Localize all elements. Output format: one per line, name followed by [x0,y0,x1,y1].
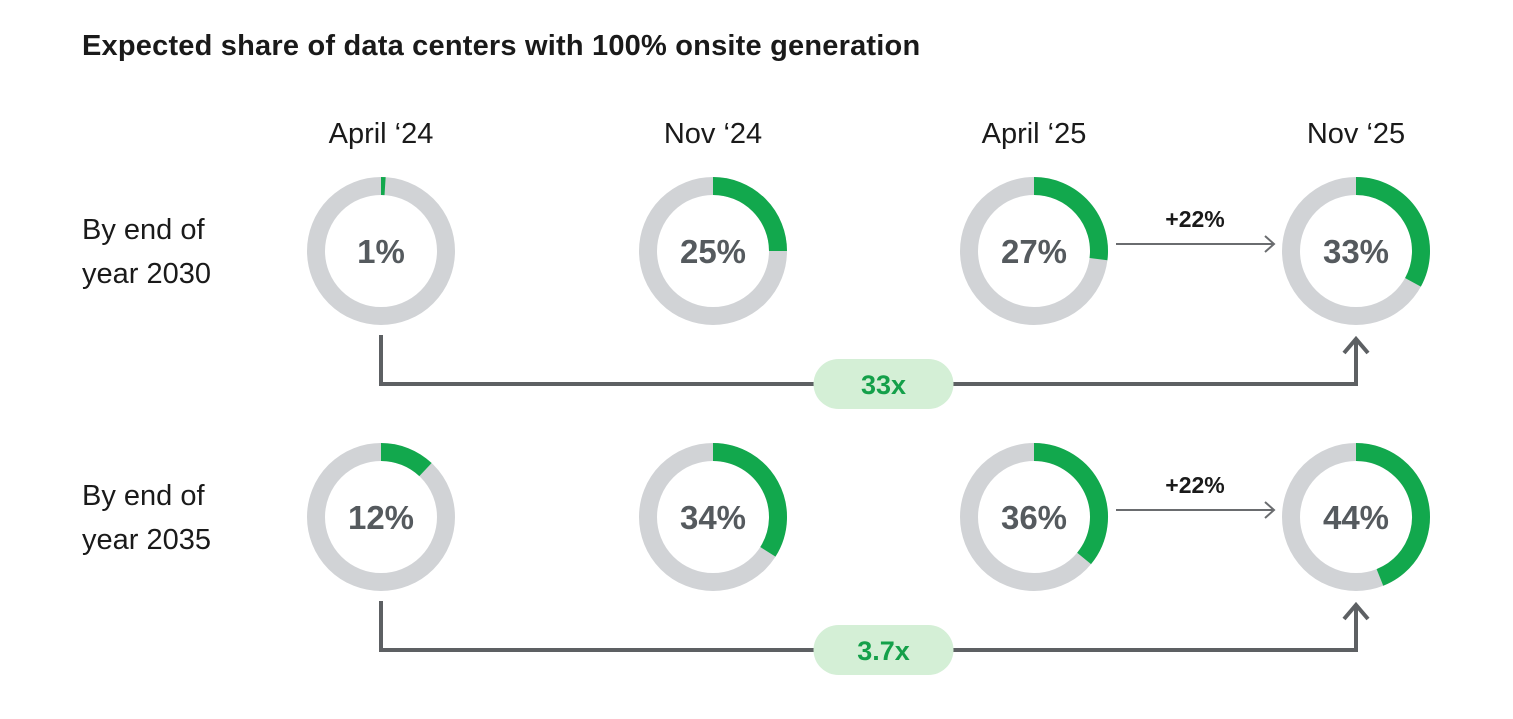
column-label: April ‘25 [982,118,1087,150]
column-label: Nov ‘24 [664,118,762,150]
donut-value-label: 34% [680,499,746,536]
change-arrow-head [1264,235,1276,253]
multiplier-label: 33x [861,370,906,400]
connector-arrow-head [1342,601,1370,621]
row-label: By end of [82,214,205,246]
donut: 34% [639,443,787,591]
donut: 36% [960,443,1108,591]
donut: 1% [307,176,455,325]
multiplier-connector: 3.7x [379,601,1370,675]
donut-value-label: 27% [1001,233,1067,270]
row-label: year 2035 [82,524,211,556]
donut-value-label: 25% [680,233,746,270]
donut-value-arc [712,177,787,252]
chart-title: Expected share of data centers with 100%… [82,30,921,62]
donut: 27% [960,177,1108,325]
change-arrow-head [1264,501,1276,519]
donut-value-arc [712,443,787,557]
donut-value-label: 12% [348,499,414,536]
row-group: By end of year 2035 12% 34% 36% 44% +22% 3.7x [82,443,1430,675]
row-group: By end of year 2030 1% 25% 27% 33% +22% 33x [82,176,1430,409]
donut-value-label: 1% [357,233,405,270]
change-label: +22% [1165,472,1224,498]
donut: 25% [639,177,787,325]
donut-value-arc [1033,177,1108,261]
donut-value-label: 36% [1001,499,1067,536]
donut: 33% [1282,177,1430,325]
multiplier-pill [813,359,954,409]
donut: 12% [307,443,455,591]
donut: 44% [1282,443,1430,591]
donut-value-arc [1355,177,1430,287]
multiplier-label: 3.7x [857,636,910,666]
change-label: +22% [1165,206,1224,232]
change-arrow: +22% [1116,472,1276,519]
column-labels: April ‘24 Nov ‘24 April ‘25 Nov ‘25 [329,118,1406,150]
donut-value-label: 33% [1323,233,1389,270]
multiplier-connector: 33x [379,335,1370,409]
change-arrow: +22% [1116,206,1276,253]
connector-arrow-head [1342,335,1370,355]
column-label: April ‘24 [329,118,434,150]
donut-value-arc [1355,443,1430,586]
multiplier-pill [813,625,954,675]
row-label: year 2030 [82,258,211,290]
row-label: By end of [82,480,205,512]
column-label: Nov ‘25 [1307,118,1405,150]
donut-value-arc [1033,443,1108,565]
donut-value-label: 44% [1323,499,1389,536]
donut-value-arc [380,443,432,477]
